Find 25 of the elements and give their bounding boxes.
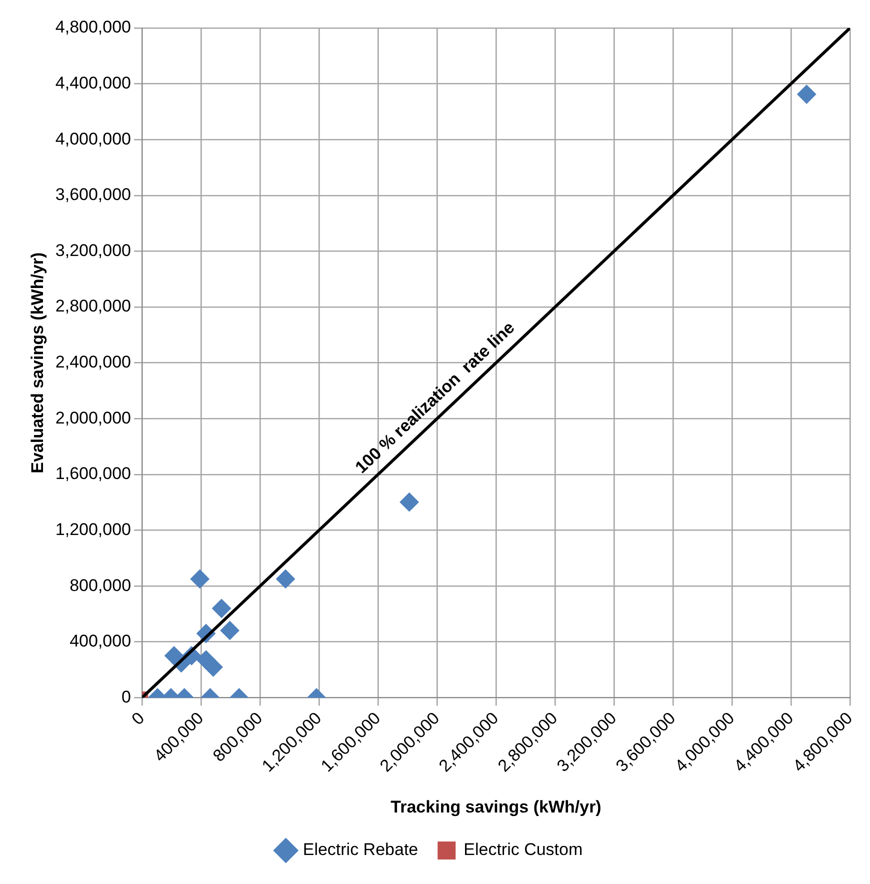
x-axis-title: Tracking savings (kWh/yr): [390, 797, 602, 816]
y-tick-label: 4,000,000: [55, 129, 132, 148]
y-tick-label: 2,400,000: [55, 352, 132, 372]
legend-label: Electric Custom: [464, 840, 583, 860]
y-axis-title: Evaluated savings (kWh/yr): [28, 252, 47, 474]
y-tick-label: 3,600,000: [55, 185, 132, 204]
y-tick-label: 400,000: [70, 632, 132, 651]
y-tick-label: 3,200,000: [55, 240, 132, 260]
y-tick-label: 4,400,000: [55, 73, 132, 92]
y-tick-label: 4,800,000: [55, 18, 132, 37]
y-tick-label: 800,000: [70, 576, 132, 595]
point: [204, 658, 223, 677]
point: [276, 569, 296, 588]
point: [400, 492, 419, 512]
legend-label: Electric Rebate: [302, 840, 418, 860]
point: [220, 620, 240, 640]
point: [190, 569, 210, 588]
y-tick-label: 2,800,000: [55, 296, 132, 316]
y-tick-label: 1,200,000: [55, 520, 132, 539]
y-tick-label: 0: [122, 687, 132, 706]
y-tick-label: 1,600,000: [55, 464, 132, 484]
x-tick-label: 0: [128, 708, 148, 729]
point: [797, 84, 816, 104]
point: [212, 598, 232, 618]
y-tick-label: 2,000,000: [55, 408, 132, 428]
